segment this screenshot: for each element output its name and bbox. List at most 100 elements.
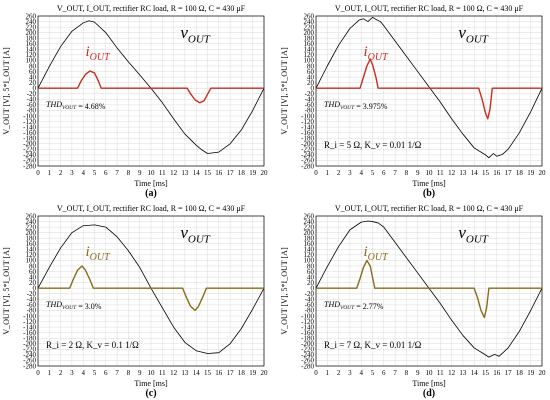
panel-label: (b) <box>423 188 435 199</box>
x-tick-label: 14 <box>193 169 201 177</box>
y-tick-label: -200 <box>23 340 36 348</box>
x-tick-label: 2 <box>337 169 341 177</box>
y-tick-label: 100 <box>304 57 315 65</box>
y-tick-label: 240 <box>304 18 315 26</box>
y-tick-label: 20 <box>307 279 315 287</box>
x-tick-label: 0 <box>36 369 40 377</box>
thd-annotation: THDVOUT = 2.77% <box>324 300 384 311</box>
x-tick-label: 11 <box>159 169 166 177</box>
x-tick-label: 6 <box>104 369 108 377</box>
x-tick-label: 16 <box>493 369 501 377</box>
y-tick-label: -180 <box>301 335 314 343</box>
x-tick-label: 16 <box>493 169 501 177</box>
y-tick-label: 200 <box>26 29 37 37</box>
y-tick-label: 0 <box>33 85 37 93</box>
y-tick-label: 60 <box>29 268 37 276</box>
x-tick-label: 0 <box>36 169 40 177</box>
y-tick-label: -20 <box>27 290 37 298</box>
y-tick-label: 160 <box>26 40 37 48</box>
y-tick-label: -240 <box>301 151 314 159</box>
y-tick-label: 240 <box>26 218 37 226</box>
chart-title: V_OUT, I_OUT, rectifier RC load, R = 100… <box>57 4 246 13</box>
y-tick-label: -260 <box>23 157 36 165</box>
y-axis-label: V_OUT [V], 5*I_OUT [A] <box>2 247 11 335</box>
y-tick-label: -200 <box>23 140 36 148</box>
y-tick-label: 80 <box>307 262 315 270</box>
x-tick-label: 14 <box>471 369 479 377</box>
series-label-i: iOUT <box>363 44 389 63</box>
x-tick-label: 6 <box>382 169 386 177</box>
y-tick-label: -260 <box>301 157 314 165</box>
x-tick-label: 17 <box>505 169 513 177</box>
thd-annotation: THDVOUT = 4.68% <box>46 100 106 111</box>
y-tick-label: -220 <box>301 346 314 354</box>
y-tick-label: -280 <box>301 362 314 370</box>
x-tick-label: 17 <box>227 169 235 177</box>
x-tick-label: 13 <box>181 169 189 177</box>
y-tick-label: -100 <box>301 112 314 120</box>
x-axis-label: Time [ms] <box>412 379 446 388</box>
y-tick-label: 40 <box>29 273 37 281</box>
y-tick-label: 200 <box>304 29 315 37</box>
x-tick-label: 16 <box>215 169 223 177</box>
y-tick-label: -100 <box>23 112 36 120</box>
x-tick-label: 1 <box>48 369 52 377</box>
y-tick-label: -60 <box>27 101 37 109</box>
y-tick-label: -160 <box>301 329 314 337</box>
y-tick-label: -60 <box>305 101 315 109</box>
x-tick-label: 12 <box>448 169 456 177</box>
y-tick-label: -40 <box>27 96 37 104</box>
y-tick-label: -160 <box>23 129 36 137</box>
x-tick-label: 19 <box>527 369 535 377</box>
y-tick-label: -180 <box>23 335 36 343</box>
x-tick-label: 3 <box>70 169 74 177</box>
x-tick-label: 4 <box>81 369 85 377</box>
x-tick-label: 13 <box>181 369 189 377</box>
thd-annotation: THDVOUT = 3.975% <box>324 100 388 111</box>
y-tick-label: 140 <box>304 46 315 54</box>
y-tick-label: -240 <box>23 151 36 159</box>
y-tick-label: 80 <box>29 262 37 270</box>
x-tick-label: 0 <box>314 369 318 377</box>
x-tick-label: 7 <box>115 169 119 177</box>
series-label-v: vOUT <box>458 223 488 245</box>
x-tick-label: 2 <box>337 369 341 377</box>
y-tick-label: 40 <box>29 73 37 81</box>
plot-frame <box>37 15 265 167</box>
x-tick-label: 7 <box>393 169 397 177</box>
y-tick-label: 160 <box>26 240 37 248</box>
chart-panel-1: V_OUT, I_OUT, rectifier RC load, R = 100… <box>280 4 546 199</box>
y-tick-label: 260 <box>304 12 315 20</box>
y-tick-label: 140 <box>26 46 37 54</box>
y-tick-label: -80 <box>305 107 315 115</box>
panel-label: (c) <box>145 388 156 399</box>
y-tick-label: -280 <box>23 162 36 170</box>
x-tick-label: 6 <box>382 369 386 377</box>
x-tick-label: 8 <box>127 369 131 377</box>
y-tick-label: -20 <box>305 90 315 98</box>
x-tick-label: 13 <box>459 169 467 177</box>
x-tick-label: 17 <box>227 369 235 377</box>
x-tick-label: 14 <box>193 369 201 377</box>
x-tick-label: 18 <box>238 369 246 377</box>
x-tick-label: 20 <box>261 369 269 377</box>
chart-title: V_OUT, I_OUT, rectifier RC load, R = 100… <box>335 4 524 13</box>
plot-frame <box>37 215 265 367</box>
y-tick-label: 200 <box>26 229 37 237</box>
y-axis-label: V_OUT [V], 5*I_OUT [A] <box>2 47 11 135</box>
y-tick-label: 260 <box>304 212 315 220</box>
x-tick-label: 18 <box>238 169 246 177</box>
y-tick-label: 220 <box>26 223 37 231</box>
y-tick-label: 80 <box>29 62 37 70</box>
series-line-i <box>316 259 542 319</box>
y-tick-label: 180 <box>304 235 315 243</box>
chart-panel-2: V_OUT, I_OUT, rectifier RC load, R = 100… <box>2 204 268 399</box>
x-tick-label: 19 <box>249 369 257 377</box>
x-tick-label: 2 <box>59 169 63 177</box>
panel-label: (a) <box>145 188 157 199</box>
x-tick-label: 15 <box>204 369 212 377</box>
x-tick-label: 2 <box>59 369 63 377</box>
y-tick-label: 140 <box>26 246 37 254</box>
x-tick-label: 9 <box>138 169 142 177</box>
y-tick-label: 120 <box>26 251 37 259</box>
